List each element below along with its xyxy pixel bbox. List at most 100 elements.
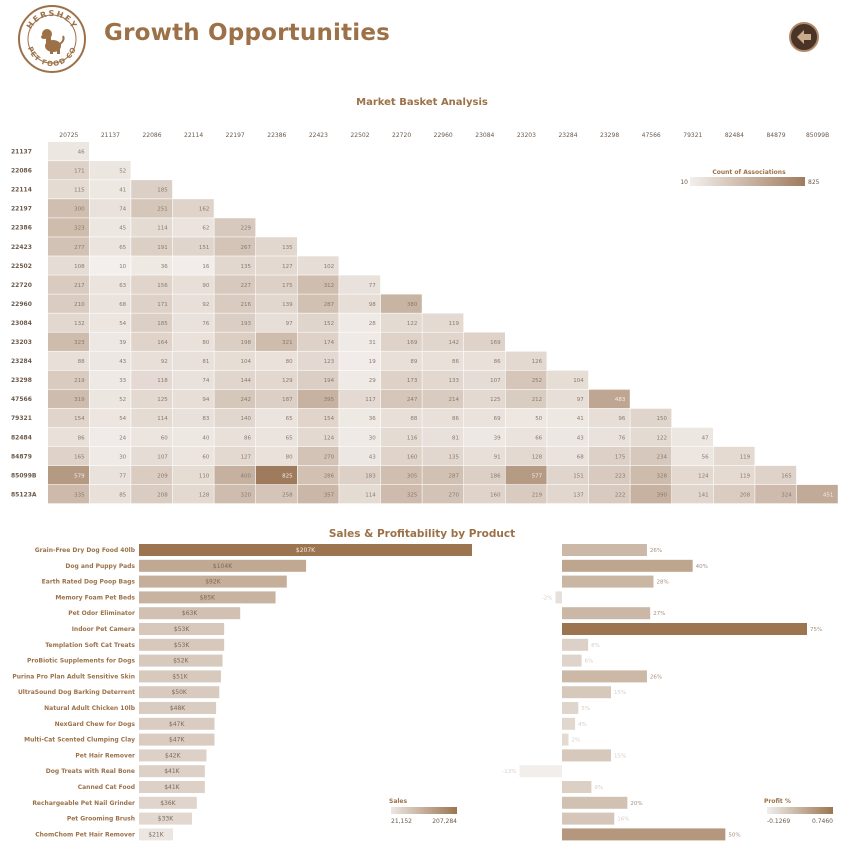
heatmap-cell[interactable] [505,446,547,466]
heatmap-cell[interactable] [588,465,630,485]
heatmap-cell[interactable] [131,370,173,390]
heatmap-cell[interactable] [89,313,131,332]
heatmap-cell[interactable] [505,484,547,504]
heatmap-cell[interactable] [464,465,505,485]
heatmap-cell[interactable] [48,180,89,199]
profit-bar[interactable] [562,638,589,651]
profit-bar[interactable] [562,575,654,588]
heatmap-cell[interactable] [380,332,422,351]
heatmap-cell[interactable] [464,446,505,466]
heatmap-cell[interactable] [89,161,131,180]
heatmap-cell[interactable] [89,294,131,313]
heatmap-cell[interactable] [380,427,422,447]
heatmap-cell[interactable] [380,446,422,466]
heatmap-cell[interactable] [505,408,547,428]
heatmap-cell[interactable] [48,351,89,370]
heatmap-cell[interactable] [214,218,256,237]
heatmap-cell[interactable] [755,484,797,504]
heatmap-cell[interactable] [505,370,547,390]
profit-bar[interactable] [562,812,615,825]
heatmap-cell[interactable] [339,484,381,504]
heatmap-cell[interactable] [89,465,131,485]
sales-bar[interactable] [139,733,215,746]
heatmap-cell[interactable] [713,484,755,504]
heatmap-cell[interactable] [297,465,339,485]
heatmap-cell[interactable] [131,199,173,218]
heatmap-cell[interactable] [339,294,381,313]
heatmap-cell[interactable] [547,408,589,428]
heatmap-cell[interactable] [48,427,89,447]
heatmap-cell[interactable] [297,427,339,447]
heatmap-cell[interactable] [297,446,339,466]
heatmap-cell[interactable] [796,484,838,504]
heatmap-cell[interactable] [297,294,339,313]
heatmap-cell[interactable] [547,446,589,466]
heatmap-cell[interactable] [297,275,339,294]
heatmap-cell[interactable] [339,351,381,370]
heatmap-cell[interactable] [48,199,89,218]
heatmap-cell[interactable] [172,199,214,218]
heatmap-cell[interactable] [48,256,89,275]
heatmap-cell[interactable] [422,427,464,447]
profit-bar[interactable] [562,733,569,746]
heatmap-cell[interactable] [547,370,589,390]
heatmap-cell[interactable] [131,180,173,199]
heatmap-cell[interactable] [48,370,89,390]
sales-bar[interactable] [139,544,472,556]
heatmap-cell[interactable] [89,389,131,409]
heatmap-cell[interactable] [339,275,381,294]
heatmap-cell[interactable] [256,275,297,294]
heatmap-cell[interactable] [297,332,339,351]
profit-bar[interactable] [562,686,611,699]
heatmap-cell[interactable] [297,484,339,504]
heatmap-cell[interactable] [214,294,256,313]
heatmap-cell[interactable] [547,427,589,447]
profit-bar[interactable] [562,544,647,556]
heatmap-cell[interactable] [672,446,713,466]
sales-bar[interactable] [139,796,197,809]
heatmap-cell[interactable] [339,389,381,409]
heatmap-cell[interactable] [422,351,464,370]
heatmap-cell[interactable] [48,161,89,180]
heatmap-cell[interactable] [339,313,381,332]
heatmap-cell[interactable] [339,427,381,447]
heatmap-cell[interactable] [505,465,547,485]
heatmap-cell[interactable] [131,275,173,294]
heatmap-cell[interactable] [131,465,173,485]
heatmap-cell[interactable] [422,484,464,504]
heatmap-cell[interactable] [339,332,381,351]
sales-bar[interactable] [139,654,223,667]
heatmap-cell[interactable] [214,275,256,294]
heatmap-cell[interactable] [131,446,173,466]
heatmap-cell[interactable] [48,313,89,332]
heatmap-cell[interactable] [339,370,381,390]
sales-bar[interactable] [139,623,225,635]
heatmap-cell[interactable] [380,465,422,485]
heatmap-cell[interactable] [464,370,505,390]
heatmap-cell[interactable] [89,237,131,256]
heatmap-cell[interactable] [713,446,755,466]
heatmap-cell[interactable] [48,484,89,504]
heatmap-cell[interactable] [256,237,297,256]
heatmap-cell[interactable] [214,351,256,370]
heatmap-cell[interactable] [672,484,713,504]
heatmap-cell[interactable] [588,484,630,504]
heatmap-cell[interactable] [588,408,630,428]
heatmap-cell[interactable] [297,313,339,332]
heatmap-cell[interactable] [547,484,589,504]
heatmap-cell[interactable] [297,408,339,428]
profit-bar[interactable] [562,670,647,683]
heatmap-cell[interactable] [339,465,381,485]
heatmap-cell[interactable] [89,332,131,351]
heatmap-cell[interactable] [131,294,173,313]
heatmap-cell[interactable] [380,294,422,313]
heatmap-cell[interactable] [48,237,89,256]
profit-bar[interactable] [562,559,693,572]
heatmap-cell[interactable] [172,237,214,256]
heatmap-cell[interactable] [505,351,547,370]
heatmap-cell[interactable] [48,294,89,313]
heatmap-cell[interactable] [713,465,755,485]
heatmap-cell[interactable] [505,389,547,409]
heatmap-cell[interactable] [89,446,131,466]
heatmap-cell[interactable] [131,237,173,256]
